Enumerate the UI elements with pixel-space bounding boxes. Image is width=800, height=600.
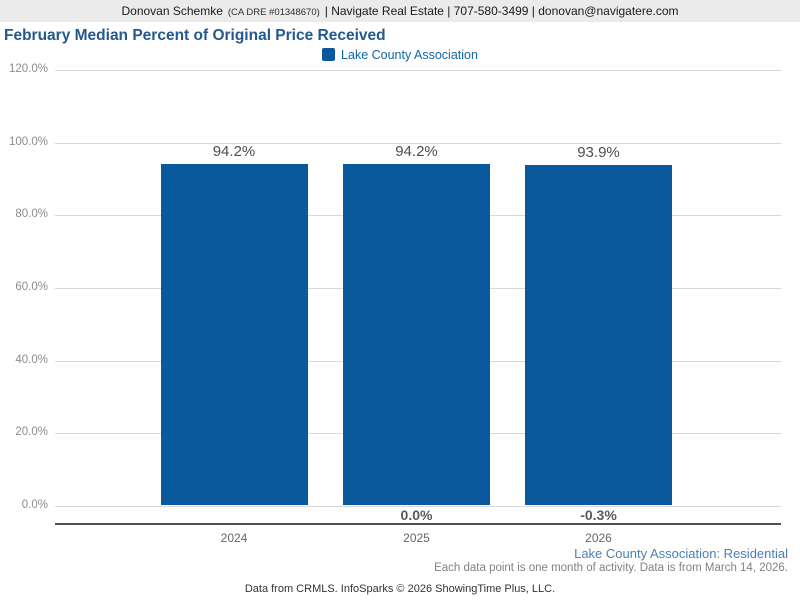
copyright-attribution: Data from CRMLS. InfoSparks © 2026 Showi… xyxy=(244,583,556,595)
bar-value-label: 94.2% xyxy=(395,142,438,160)
bar-2024[interactable] xyxy=(160,163,308,506)
legend-series-label[interactable]: Lake County Association xyxy=(341,47,478,62)
data-note: Each data point is one month of activity… xyxy=(434,562,788,574)
y-axis-tick-label: 100.0% xyxy=(8,135,48,148)
y-axis-tick-label: 40.0% xyxy=(15,353,48,366)
series-scope-label: Lake County Association: Residential xyxy=(574,546,788,561)
agent-license: (CA DRE #01348670) xyxy=(227,6,320,18)
yoy-change-label: 0.0% xyxy=(400,507,433,523)
x-axis-label: 2026 xyxy=(585,531,612,545)
bar-value-label: 93.9% xyxy=(577,143,620,161)
y-axis-tick-label: 20.0% xyxy=(15,426,48,439)
x-axis-label: 2025 xyxy=(403,531,430,545)
yoy-change-label: -0.3% xyxy=(580,507,617,523)
agent-header-bar: Donovan Schemke (CA DRE #01348670) | Nav… xyxy=(0,0,800,22)
chart-title: February Median Percent of Original Pric… xyxy=(4,27,386,44)
x-axis-line xyxy=(55,523,781,525)
y-axis-tick-label: 60.0% xyxy=(15,281,48,293)
bar-2026[interactable] xyxy=(525,164,672,506)
y-axis-tick-label: 0.0% xyxy=(21,499,48,511)
gridline xyxy=(55,506,781,507)
gridline xyxy=(55,70,781,71)
bar-value-label: 94.2% xyxy=(212,142,256,160)
y-axis-tick-label: 120.0% xyxy=(8,63,48,75)
x-axis-label: 2024 xyxy=(220,531,248,545)
bar-2025[interactable] xyxy=(343,163,490,506)
agent-name: Donovan Schemke xyxy=(121,4,223,18)
agent-contact-info: | Navigate Real Estate | 707-580-3499 | … xyxy=(324,4,679,18)
chart-legend: Lake County Association xyxy=(0,47,800,62)
y-axis-tick-label: 80.0% xyxy=(15,208,48,221)
legend-color-swatch-icon xyxy=(322,48,336,61)
gridline xyxy=(55,142,781,144)
